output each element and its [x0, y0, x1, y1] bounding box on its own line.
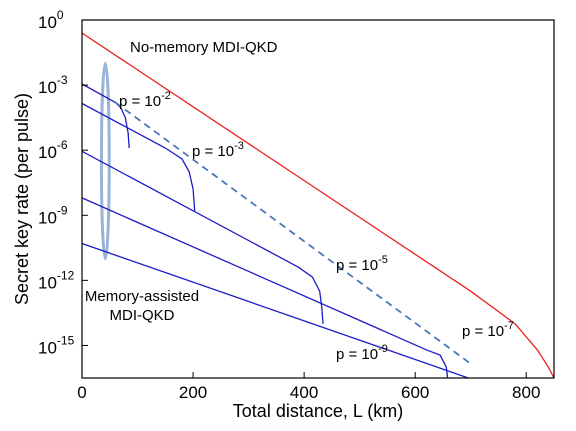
y-tick-label: 10-3	[38, 73, 68, 97]
p7-label: p = 10-7	[462, 320, 514, 340]
plot-area	[82, 32, 554, 378]
x-tick-label: 0	[77, 383, 86, 402]
x-tick-label: 600	[401, 383, 429, 402]
no-memory-label: No-memory MDI-QKD	[130, 39, 278, 56]
memory-assisted-label-line1: Memory-assisted	[85, 288, 199, 305]
p3-label-base: p = 10	[192, 143, 234, 160]
x-tick-label: 200	[179, 383, 207, 402]
x-tick-label: 800	[512, 383, 540, 402]
p5-label-base: p = 10	[336, 257, 378, 274]
p7-label-base: p = 10	[462, 323, 504, 340]
series-line-envelope	[114, 101, 473, 366]
y-axis-label: Secret key rate (per pulse)	[12, 93, 32, 305]
p7-label-exp: -7	[504, 320, 514, 332]
p5-label-exp: -5	[378, 254, 388, 266]
y-tick-label: 10-9	[38, 203, 68, 227]
memory-assisted-ellipse	[99, 61, 111, 261]
series-line-p7	[82, 197, 449, 378]
series-line-no_memory	[82, 32, 554, 378]
plot-frame	[81, 19, 555, 379]
p3-label: p = 10-3	[192, 140, 244, 160]
p2-label-exp: -2	[161, 90, 171, 102]
y-tick-label: 10-15	[38, 333, 75, 357]
axis-ticks: 0 200 400 600 800 100 10-3 10-6 10-9 10-12 10-15	[38, 8, 540, 402]
p2-label-base: p = 10	[119, 93, 161, 110]
x-tick-label: 400	[290, 383, 318, 402]
series-line-p2	[82, 83, 130, 149]
memory-assisted-label-line2: MDI-QKD	[110, 307, 175, 324]
p5-label: p = 10-5	[336, 254, 388, 274]
p9-label-base: p = 10	[336, 346, 378, 363]
y-tick-label: 10-12	[38, 268, 75, 292]
series-line-p9	[82, 242, 471, 378]
x-axis-label: Total distance, L (km)	[233, 401, 403, 421]
series-line-p5	[82, 150, 324, 324]
p9-label: p = 10-9	[336, 343, 388, 363]
y-tick-label: 10-6	[38, 138, 68, 162]
series-line-p3	[82, 102, 196, 211]
p2-label: p = 10-2	[119, 90, 171, 110]
p9-label-exp: -9	[378, 343, 388, 355]
y-tick-label: 100	[38, 8, 64, 32]
p3-label-exp: -3	[234, 140, 244, 152]
